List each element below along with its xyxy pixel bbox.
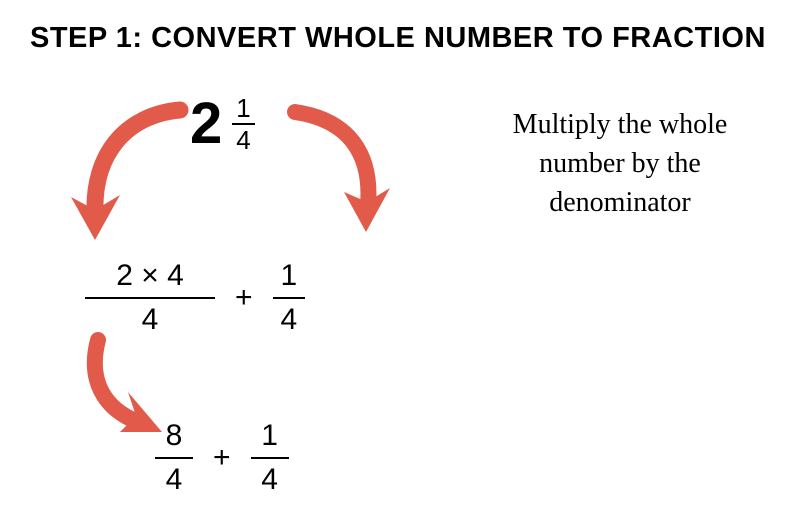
product-denominator: 4 <box>134 299 167 341</box>
fraction-simplified-a: 8 4 <box>155 415 193 501</box>
simplified-numerator-b: 1 <box>253 415 286 457</box>
expanded-expression: 2 × 4 4 + 1 4 <box>85 255 305 341</box>
fraction-simplified-b: 1 4 <box>251 415 289 501</box>
simplified-expression: 8 4 + 1 4 <box>155 415 289 501</box>
mixed-number: 2 1 4 <box>190 90 255 157</box>
plus-sign: + <box>235 281 253 315</box>
simplified-numerator-a: 8 <box>158 415 191 457</box>
mixed-fraction: 1 4 <box>232 93 254 155</box>
simplified-denominator-a: 4 <box>158 459 191 501</box>
mixed-denominator: 4 <box>232 125 254 155</box>
remainder-denominator: 4 <box>273 299 306 341</box>
product-numerator: 2 × 4 <box>108 255 192 297</box>
arrow-left-icon <box>65 95 205 255</box>
remainder-numerator: 1 <box>273 255 306 297</box>
simplified-denominator-b: 4 <box>253 459 286 501</box>
fraction-remainder: 1 4 <box>273 255 306 341</box>
explanation-text: Multiply the whole number by the denomin… <box>480 105 760 223</box>
step-title: STEP 1: CONVERT WHOLE NUMBER TO FRACTION <box>30 22 766 55</box>
plus-sign: + <box>213 441 231 475</box>
fraction-product: 2 × 4 4 <box>85 255 215 341</box>
mixed-numerator: 1 <box>232 93 254 123</box>
whole-number: 2 <box>190 90 222 157</box>
arrow-right-icon <box>280 100 400 245</box>
